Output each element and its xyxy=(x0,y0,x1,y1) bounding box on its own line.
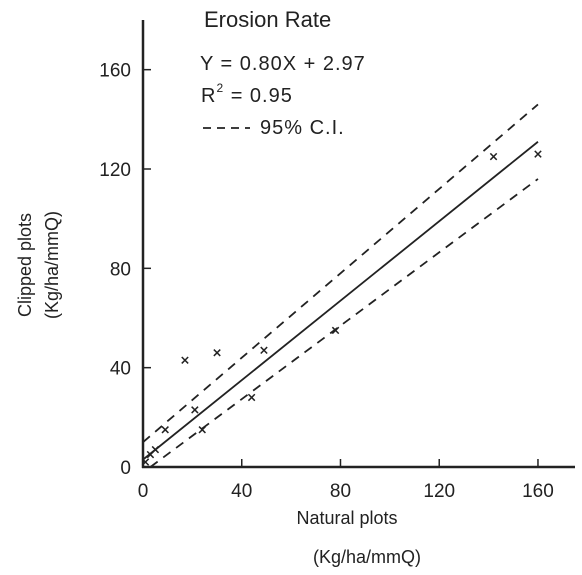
x-axis-label-line2: (Kg/ha/mmQ) xyxy=(313,547,421,567)
data-point xyxy=(151,445,160,454)
data-point-stroke xyxy=(213,349,221,357)
ci-legend-label: 95% C.I. xyxy=(260,117,345,139)
y-tick-label: 160 xyxy=(99,61,131,82)
data-point-stroke xyxy=(534,150,542,158)
y-tick-label: 80 xyxy=(110,259,131,280)
data-point xyxy=(161,426,169,434)
r-squared-value: = 0.95 xyxy=(224,85,293,107)
x-axis-label-line1: Natural plots xyxy=(296,508,397,528)
x-tick-label: 80 xyxy=(330,481,351,502)
x-tick-label: 40 xyxy=(231,481,252,502)
y-axis-label-line1: Clipped plots xyxy=(15,213,35,317)
data-point-stroke xyxy=(151,445,160,454)
data-point-stroke xyxy=(141,458,150,466)
y-tick-label: 120 xyxy=(99,160,131,181)
data-point-stroke xyxy=(247,393,256,402)
data-point-stroke xyxy=(161,426,169,434)
data-point xyxy=(191,406,199,414)
data-point xyxy=(213,349,221,357)
x-tick-label: 120 xyxy=(423,481,455,502)
x-tick-label: 160 xyxy=(522,481,554,502)
regression-line-group xyxy=(142,141,539,461)
data-point-stroke xyxy=(191,406,199,414)
data-point xyxy=(331,326,340,335)
data-point-stroke xyxy=(489,152,498,161)
r-squared-label: R2 = 0.95 xyxy=(201,81,293,107)
data-point-stroke xyxy=(260,346,268,355)
chart-title: Erosion Rate xyxy=(204,7,331,32)
r-squared-superscript: 2 xyxy=(216,81,224,95)
data-point xyxy=(198,426,206,434)
data-point xyxy=(181,356,189,364)
y-tick-label: 0 xyxy=(120,458,131,479)
ci-lower-line xyxy=(149,178,539,468)
axes xyxy=(141,20,575,469)
data-point xyxy=(141,458,150,466)
axis-ticks: 0 40 80 120 160 0 40 80 120 160 xyxy=(99,61,554,502)
y-axis-label-line2: (Kg/ha/mmQ) xyxy=(42,211,62,319)
data-point-stroke xyxy=(181,356,189,364)
regression-line xyxy=(142,141,539,461)
ci-upper-line xyxy=(142,103,539,443)
regression-equation: Y = 0.80X + 2.97 xyxy=(200,53,366,75)
y-tick-label: 40 xyxy=(110,359,131,380)
r-squared-prefix: R xyxy=(201,85,216,107)
data-point xyxy=(534,150,542,158)
data-point xyxy=(247,393,256,402)
data-points xyxy=(141,150,542,466)
data-point xyxy=(489,152,498,161)
data-point-stroke xyxy=(198,426,206,434)
x-tick-label: 0 xyxy=(138,481,149,502)
data-point-stroke xyxy=(331,326,340,335)
data-point xyxy=(260,346,268,355)
confidence-interval-lines xyxy=(142,103,539,468)
